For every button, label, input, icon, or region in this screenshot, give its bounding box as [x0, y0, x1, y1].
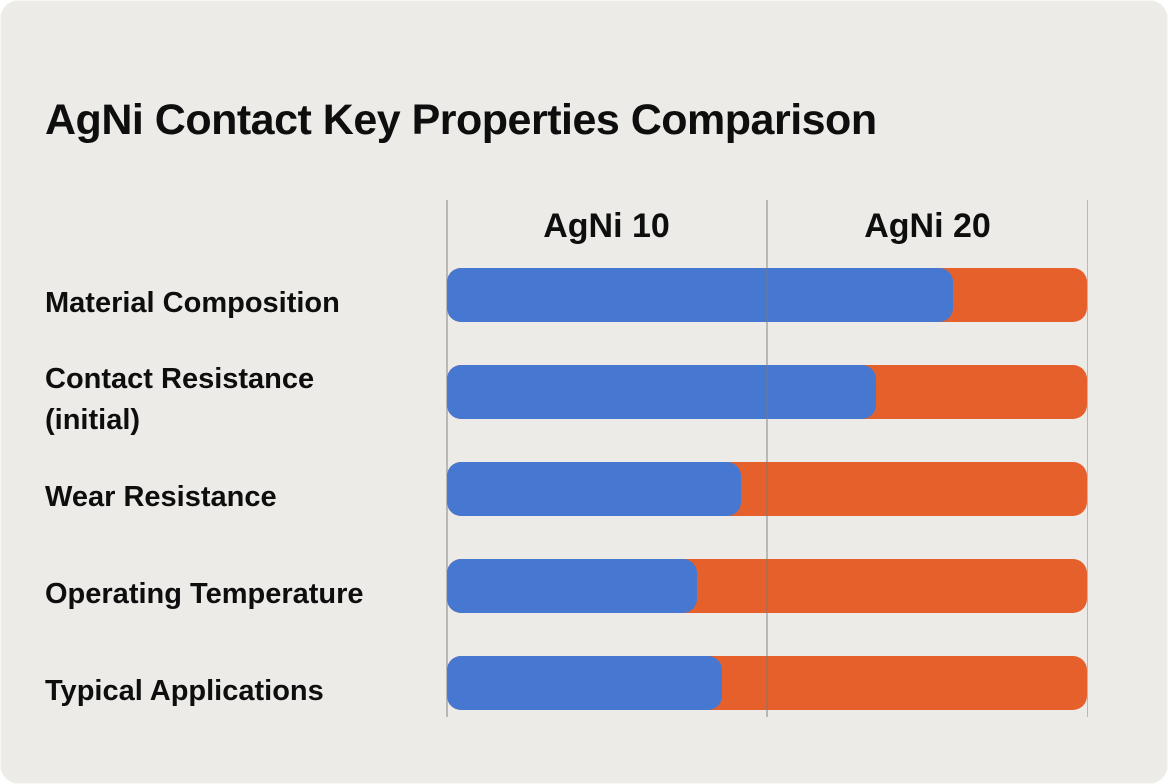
row-label: Material Composition: [45, 286, 340, 319]
column-header-agni20: AgNi 20: [864, 207, 991, 245]
agni10-bar-segment: [447, 268, 953, 322]
stacked-bar: [447, 656, 1087, 710]
property-row: Contact Resistance (initial): [45, 363, 1087, 436]
row-label: Typical Applications: [45, 674, 324, 707]
row-label: Contact Resistance (initial): [45, 363, 315, 436]
agni10-bar-segment: [447, 559, 697, 613]
row-label: Wear Resistance: [45, 480, 277, 513]
stacked-bar: [447, 462, 1087, 516]
agni10-bar-segment: [447, 462, 742, 516]
property-row: Wear Resistance: [45, 462, 1087, 516]
property-row: Operating Temperature: [45, 559, 1087, 613]
rows: Material Composition Contact Resistance …: [45, 268, 1087, 753]
agni10-bar-segment: [447, 365, 876, 419]
stacked-bar: [447, 365, 1087, 419]
property-row: Typical Applications: [45, 656, 1087, 710]
agni10-bar-segment: [447, 656, 723, 710]
column-header-agni10: AgNi 10: [543, 207, 670, 245]
property-row: Material Composition: [45, 268, 1087, 322]
chart-title: AgNi Contact Key Properties Comparison: [45, 96, 877, 144]
row-label: Operating Temperature: [45, 577, 364, 610]
stacked-bar: [447, 268, 1087, 322]
stacked-bar: [447, 559, 1087, 613]
